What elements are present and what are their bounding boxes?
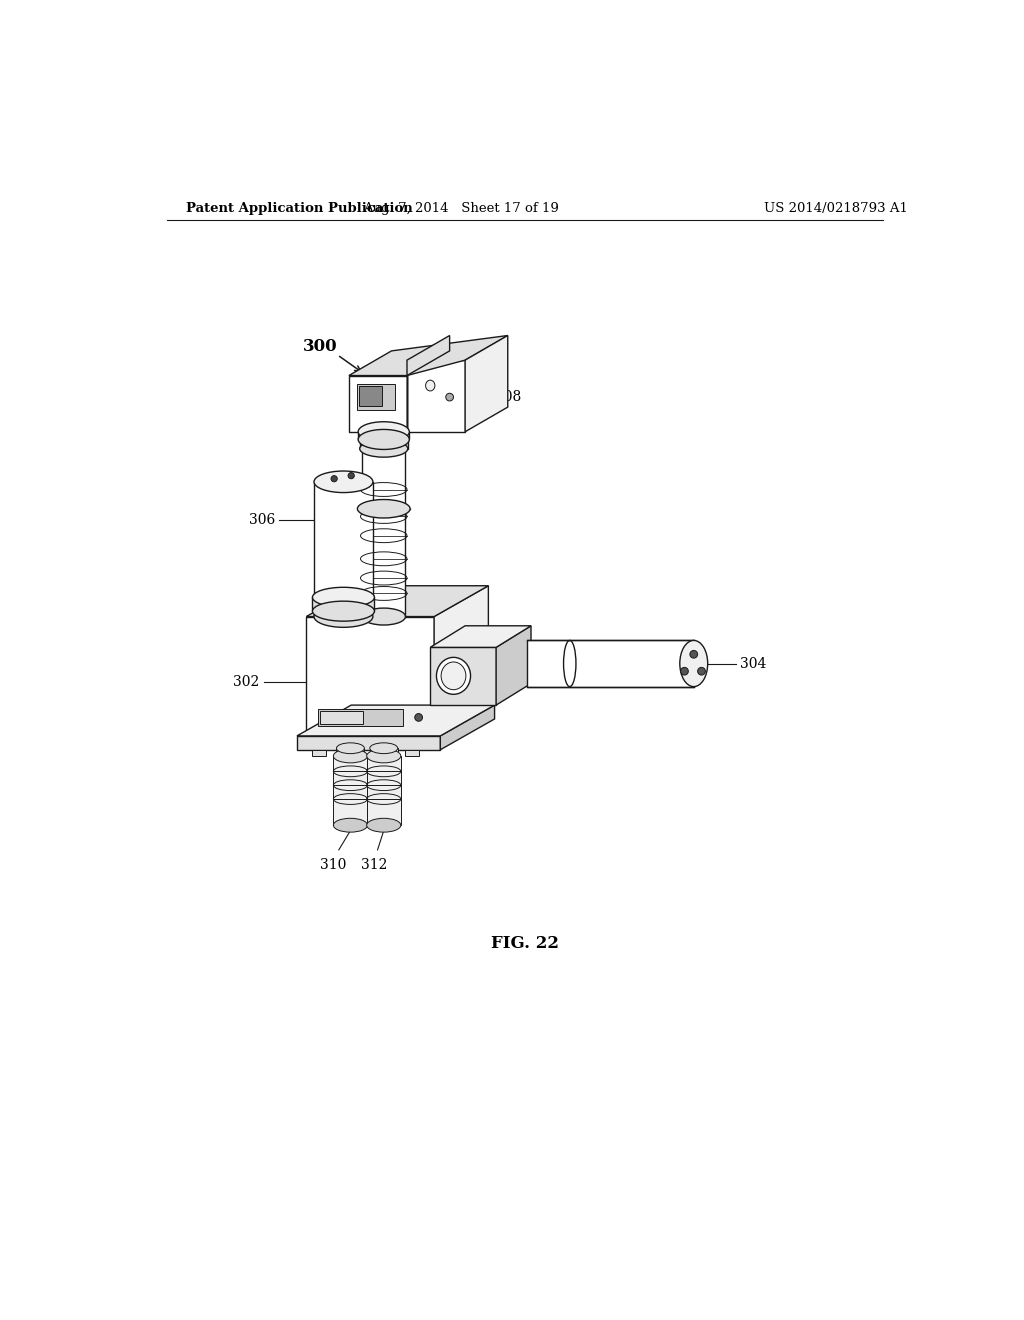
Polygon shape	[430, 647, 496, 705]
Ellipse shape	[362, 609, 406, 626]
Bar	[334, 756, 368, 825]
Polygon shape	[434, 586, 488, 737]
Polygon shape	[407, 335, 450, 376]
Ellipse shape	[312, 601, 375, 622]
Text: US 2014/0218793 A1: US 2014/0218793 A1	[764, 202, 907, 215]
Polygon shape	[430, 626, 531, 647]
Ellipse shape	[358, 429, 410, 449]
Text: 302: 302	[233, 675, 260, 689]
Polygon shape	[349, 335, 508, 376]
Ellipse shape	[445, 393, 454, 401]
Polygon shape	[297, 737, 440, 750]
Ellipse shape	[367, 818, 400, 832]
Polygon shape	[465, 335, 508, 432]
Ellipse shape	[357, 499, 410, 517]
Bar	[367, 756, 400, 825]
Ellipse shape	[426, 380, 435, 391]
Ellipse shape	[334, 748, 368, 763]
Ellipse shape	[334, 818, 368, 832]
Bar	[359, 387, 382, 407]
Bar	[375, 750, 388, 756]
Text: Patent Application Publication: Patent Application Publication	[186, 202, 413, 215]
Polygon shape	[440, 705, 495, 750]
Ellipse shape	[415, 714, 423, 721]
Text: 308: 308	[496, 391, 521, 404]
Bar	[312, 597, 375, 611]
Ellipse shape	[697, 668, 706, 675]
Ellipse shape	[681, 668, 688, 675]
Ellipse shape	[359, 441, 408, 457]
Bar	[312, 750, 327, 756]
Bar	[527, 640, 693, 686]
Text: 304: 304	[740, 656, 767, 671]
Polygon shape	[349, 376, 407, 432]
Polygon shape	[496, 626, 531, 705]
Ellipse shape	[441, 663, 466, 689]
Ellipse shape	[680, 640, 708, 686]
Bar	[337, 748, 365, 758]
Polygon shape	[306, 586, 488, 616]
Ellipse shape	[367, 748, 400, 763]
Bar	[362, 436, 406, 616]
Bar	[314, 482, 373, 616]
Text: FIG. 22: FIG. 22	[490, 936, 559, 952]
Ellipse shape	[436, 657, 471, 694]
Ellipse shape	[370, 743, 397, 754]
Text: 312: 312	[361, 858, 388, 871]
Ellipse shape	[359, 425, 408, 442]
Ellipse shape	[314, 606, 373, 627]
Ellipse shape	[312, 587, 375, 607]
Ellipse shape	[331, 475, 337, 482]
Bar	[359, 433, 408, 449]
Polygon shape	[297, 705, 495, 737]
Bar	[356, 384, 395, 411]
Bar	[321, 711, 362, 723]
Text: 300: 300	[303, 338, 338, 355]
Bar	[358, 432, 410, 440]
Text: 310: 310	[321, 858, 346, 871]
Polygon shape	[407, 360, 465, 432]
Ellipse shape	[362, 428, 406, 444]
Bar	[406, 750, 420, 756]
Text: Aug. 7, 2014   Sheet 17 of 19: Aug. 7, 2014 Sheet 17 of 19	[364, 202, 559, 215]
Ellipse shape	[348, 473, 354, 479]
Bar	[370, 748, 397, 758]
Ellipse shape	[690, 651, 697, 659]
Bar	[343, 750, 357, 756]
Polygon shape	[306, 616, 434, 737]
Ellipse shape	[314, 471, 373, 492]
Text: 306: 306	[249, 513, 275, 527]
Bar	[317, 709, 403, 726]
Ellipse shape	[358, 422, 410, 442]
Ellipse shape	[337, 743, 365, 754]
